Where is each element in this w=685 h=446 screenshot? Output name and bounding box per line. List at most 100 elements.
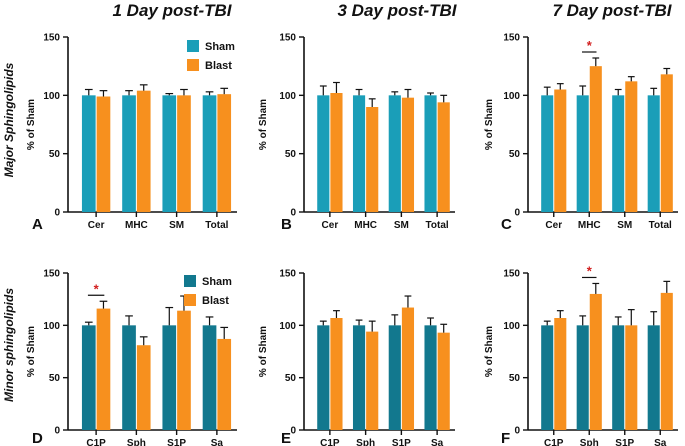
x-tick-label: Sa [654,438,667,446]
legend-label-sham: Sham [202,276,232,288]
y-axis-label: % of Sham [26,99,37,150]
bar-blast-sm [401,97,415,212]
x-tick-label: MHC [578,220,601,231]
x-tick-label: Total [649,220,672,231]
y-tick-label: 50 [49,149,61,160]
y-tick-label: 0 [290,208,296,219]
y-tick-label: 150 [279,33,296,44]
bar-blast-total [217,94,232,212]
bar-blast-sa [217,338,232,430]
x-tick-label: SM [169,220,184,231]
y-tick-label: 0 [514,208,520,219]
bar-sham-sph [122,325,136,430]
bar-sham-sm [612,95,625,212]
x-tick-label: Total [205,220,228,231]
bar-blast-mhc [366,107,379,212]
significance-star: * [587,38,593,53]
y-tick-label: 50 [509,149,521,160]
y-tick-label: 0 [54,426,60,437]
bar-blast-mhc [136,90,151,212]
bar-blast-sm [625,81,638,212]
x-tick-label: MHC [354,220,377,231]
bar-blast-mhc [589,66,602,213]
bar-sham-c1p [317,325,330,430]
panel-letter: C [501,216,512,233]
bar-sham-sm [162,95,177,212]
x-tick-label: Sph [356,438,375,446]
x-tick-label: C1P [320,438,340,446]
y-tick-label: 150 [43,33,60,44]
legend-label-blast: Blast [202,295,229,307]
bar-blast-sa [437,332,450,430]
x-tick-label: S1P [167,438,186,446]
y-tick-label: 100 [503,321,520,332]
panel-letter: F [501,430,510,446]
y-tick-label: 50 [509,373,521,384]
bar-blast-sa [660,292,673,430]
legend-swatch-sham [187,40,199,52]
bar-blast-cer [96,96,111,212]
bar-sham-c1p [81,325,96,430]
bar-sham-sph [576,325,589,430]
row-title-major: Major Sphingolipids [2,62,16,177]
y-tick-label: 100 [43,321,60,332]
panel-e: 0 50 100 150 % of Sham C1P Sph S1P Sa E [258,269,455,446]
x-tick-label: C1P [86,438,106,446]
x-tick-label: Sa [211,438,224,446]
bar-sham-total [424,95,437,212]
bar-sham-sa [647,325,660,430]
y-axis-label: % of Sham [258,326,269,377]
column-title-7-day: 7 Day post-TBI [552,1,672,20]
bar-blast-c1p [554,318,567,430]
y-axis-label: % of Sham [258,99,269,150]
significance-star: * [587,263,593,278]
bar-blast-s1p [625,325,638,430]
legend-swatch-blast [187,59,199,71]
bar-sham-cer [541,95,554,212]
bar-sham-s1p [162,325,177,430]
y-tick-label: 100 [43,91,60,102]
significance-star: * [94,281,100,296]
y-tick-label: 0 [290,426,296,437]
bar-blast-total [437,102,450,212]
y-tick-label: 0 [54,208,60,219]
bar-blast-sph [589,293,602,430]
bar-sham-s1p [388,325,401,430]
panel-a: 0 50 100 150 % of Sham Cer MHC SM Total A Sham Blas… [26,33,237,233]
bar-sham-total [202,95,217,212]
bar-sham-mhc [352,95,366,212]
y-axis-label: % of Sham [484,99,495,150]
panel-letter: B [281,216,292,233]
x-tick-label: Total [426,220,449,231]
panel-letter: D [32,430,43,446]
x-tick-label: C1P [544,438,564,446]
x-tick-label: Sph [127,438,146,446]
y-tick-label: 100 [279,91,296,102]
legend-swatch-sham [184,275,196,287]
bar-sham-sm [388,95,401,212]
bar-blast-cer [330,93,343,212]
x-tick-label: Cer [88,220,105,231]
bar-blast-sph [366,331,379,430]
x-tick-label: Cer [545,220,562,231]
legend-swatch-blast [184,294,196,306]
bar-blast-s1p [177,310,191,430]
panel-letter: A [32,216,43,233]
y-tick-label: 100 [279,321,296,332]
panel-b: 0 50 100 150 % of Sham Cer MHC SM Total B [258,33,455,233]
row-title-minor: Minor sphingolipids [2,288,16,402]
y-tick-label: 50 [285,373,297,384]
x-tick-label: S1P [392,438,411,446]
y-tick-label: 50 [49,373,61,384]
bar-blast-c1p [96,308,111,430]
column-title-3-day: 3 Day post-TBI [337,1,457,20]
x-tick-label: Sph [580,438,599,446]
x-tick-label: Sa [431,438,444,446]
x-tick-label: S1P [615,438,634,446]
bar-sham-s1p [612,325,625,430]
bar-blast-total [660,74,673,212]
panel-f: 0 50 100 150 % of Sham C1P Sph * S1P Sa F [484,263,678,446]
legend-label-sham: Sham [205,41,235,53]
bar-sham-sph [352,325,366,430]
